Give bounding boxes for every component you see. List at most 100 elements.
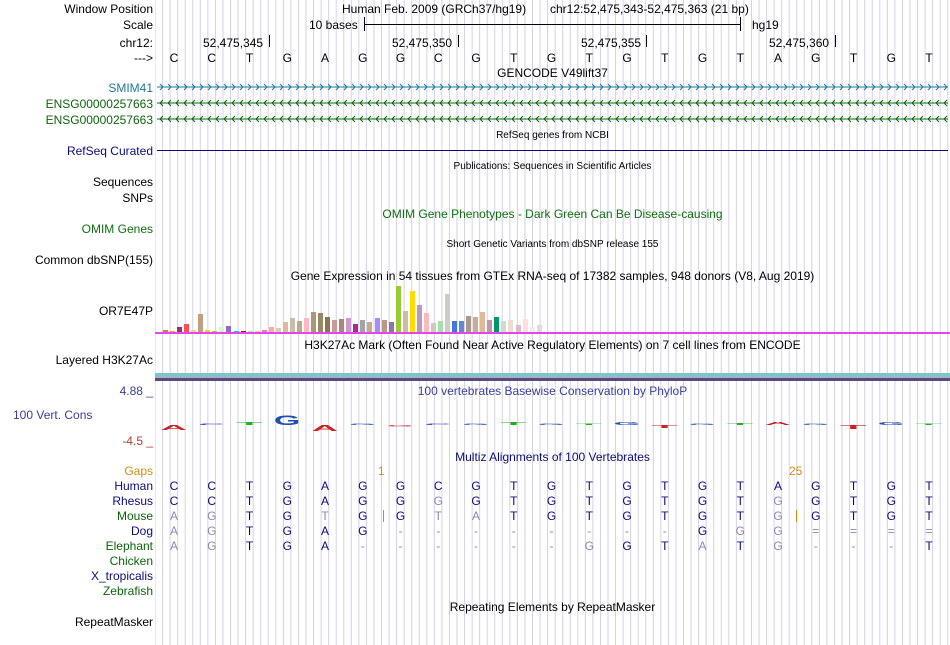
strand-chevron	[439, 115, 444, 123]
gtex-tissue-bar[interactable]	[325, 317, 331, 333]
base-letter: T	[736, 51, 744, 65]
species-label[interactable]: Elephant	[105, 539, 153, 553]
gtex-tissue-bar[interactable]	[177, 327, 183, 333]
gtex-tissue-bar[interactable]	[430, 323, 436, 333]
gtex-tissue-bar[interactable]	[402, 310, 408, 333]
phylop-logo-letter: T	[576, 424, 619, 426]
strand-chevron	[375, 83, 380, 91]
strand-chevron	[519, 99, 524, 107]
strand-chevron	[271, 83, 276, 91]
gtex-tissue-bar[interactable]	[522, 318, 528, 333]
species-label[interactable]: Zebrafish	[102, 584, 153, 598]
alignment-base: T	[736, 509, 744, 523]
gtex-tissue-bar[interactable]	[416, 305, 422, 333]
gtex-tissue-bar[interactable]	[240, 330, 246, 333]
gtex-tissue-bar[interactable]	[226, 326, 232, 333]
gtex-tissue-bar[interactable]	[268, 326, 274, 333]
gtex-tissue-bar[interactable]	[296, 320, 302, 333]
gtex-tissue-bar[interactable]	[261, 330, 267, 333]
gtex-tissue-bar[interactable]	[191, 329, 197, 333]
gtex-tissue-bar[interactable]	[423, 312, 429, 333]
track-label-layered-h3k27ac[interactable]: Layered H3K27Ac	[55, 353, 153, 367]
strand-chevron	[239, 115, 244, 123]
phylop-track[interactable]: A C T G A GGC G T G TG T G T A G TG T	[155, 400, 950, 440]
strand-chevron	[687, 83, 692, 91]
gtex-tissue-bar[interactable]	[184, 324, 190, 333]
alignment-base: -	[474, 524, 478, 538]
gtex-tissue-bar[interactable]	[205, 330, 211, 333]
gtex-tissue-bar[interactable]	[529, 327, 535, 333]
gtex-tissue-bar[interactable]	[339, 318, 345, 333]
gtex-tissue-bar[interactable]	[374, 317, 380, 333]
gencode-genes-track[interactable]	[155, 80, 950, 128]
gtex-tissue-bar[interactable]	[332, 319, 338, 333]
strand-chevron	[623, 83, 628, 91]
gtex-tissue-bar[interactable]	[198, 313, 204, 333]
gtex-tissue-bar[interactable]	[388, 322, 394, 333]
gtex-tissue-bar[interactable]	[473, 316, 479, 333]
gtex-tissue-bar[interactable]	[311, 311, 317, 333]
track-label-sequences[interactable]: Sequences	[92, 175, 153, 189]
gtex-tissue-bar[interactable]	[515, 325, 521, 333]
gtex-tissue-bar[interactable]	[409, 290, 415, 333]
strand-chevron	[791, 99, 796, 107]
gtex-tissue-bar[interactable]	[487, 319, 493, 333]
track-label-refseq-curated[interactable]: RefSeq Curated	[66, 144, 153, 158]
strand-chevron	[855, 115, 860, 123]
gtex-tissue-bar[interactable]	[508, 319, 514, 333]
species-label[interactable]: Dog	[130, 524, 153, 538]
gtex-tissue-bar[interactable]	[466, 315, 472, 333]
strand-chevron	[815, 99, 820, 107]
gtex-tissue-bar[interactable]	[452, 321, 458, 333]
gtex-tissue-bar[interactable]	[459, 321, 465, 333]
strand-chevron	[903, 83, 908, 91]
gtex-tissue-bar[interactable]	[289, 318, 295, 333]
gtex-tissue-bar[interactable]	[304, 317, 309, 333]
strand-chevron	[583, 83, 588, 91]
strand-chevron	[775, 83, 780, 91]
gtex-tissue-bar[interactable]	[318, 312, 324, 333]
strand-chevron	[807, 99, 812, 107]
strand-chevron	[751, 99, 756, 107]
species-label[interactable]: Human	[114, 479, 153, 493]
gtex-tissue-bar[interactable]	[282, 322, 288, 333]
gtex-tissue-bar[interactable]	[163, 330, 168, 333]
gtex-tissue-bar[interactable]	[360, 319, 366, 333]
track-label-vert-cons[interactable]: 100 Vert. Cons	[13, 408, 93, 422]
strand-chevron	[887, 99, 892, 107]
refseq-gene-line[interactable]	[157, 150, 948, 151]
strand-chevron	[719, 115, 724, 123]
strand-chevron	[711, 99, 716, 107]
species-label[interactable]: Chicken	[109, 554, 153, 568]
gtex-tissue-bar[interactable]	[395, 285, 401, 333]
gtex-tissue-bar[interactable]	[233, 330, 239, 333]
track-label-ensg-1[interactable]: ENSG00000257663	[45, 97, 153, 111]
track-label-snps[interactable]: SNPs	[122, 191, 153, 205]
alignment-base: T	[585, 509, 593, 523]
species-label[interactable]: Rhesus	[112, 494, 153, 508]
gtex-tissue-bar[interactable]	[536, 325, 542, 333]
track-label-repeatmasker[interactable]: RepeatMasker	[74, 615, 153, 629]
track-label-omim-genes[interactable]: OMIM Genes	[81, 222, 153, 236]
species-label[interactable]: X_tropicalis	[90, 569, 153, 583]
gtex-tissue-bar[interactable]	[437, 320, 443, 333]
gtex-tissue-bar[interactable]	[275, 328, 281, 333]
alignment-base: -	[851, 539, 856, 553]
track-label-ensg-2[interactable]: ENSG00000257663	[45, 113, 153, 127]
gtex-tissue-bar[interactable]	[219, 327, 225, 333]
gtex-tissue-bar[interactable]	[353, 324, 359, 333]
gtex-tissue-bar[interactable]	[445, 293, 450, 333]
species-label[interactable]: Mouse	[116, 509, 153, 523]
gtex-bar-chart[interactable]	[155, 284, 950, 333]
track-label-or7e47p[interactable]: OR7E47P	[98, 304, 153, 318]
track-label-smim41[interactable]: SMIM41	[108, 81, 153, 95]
gtex-tissue-bar[interactable]	[381, 319, 387, 333]
gtex-tissue-bar[interactable]	[501, 321, 507, 333]
gtex-tissue-bar[interactable]	[346, 318, 352, 333]
gtex-tissue-bar[interactable]	[494, 316, 500, 333]
phylop-track-title: 100 vertebrates Basewise Conservation by…	[417, 384, 688, 398]
gtex-tissue-bar[interactable]	[480, 311, 486, 333]
gtex-tissue-bar[interactable]	[367, 322, 373, 333]
track-label-common-dbsnp[interactable]: Common dbSNP(155)	[34, 253, 153, 267]
strand-chevron	[735, 115, 740, 123]
